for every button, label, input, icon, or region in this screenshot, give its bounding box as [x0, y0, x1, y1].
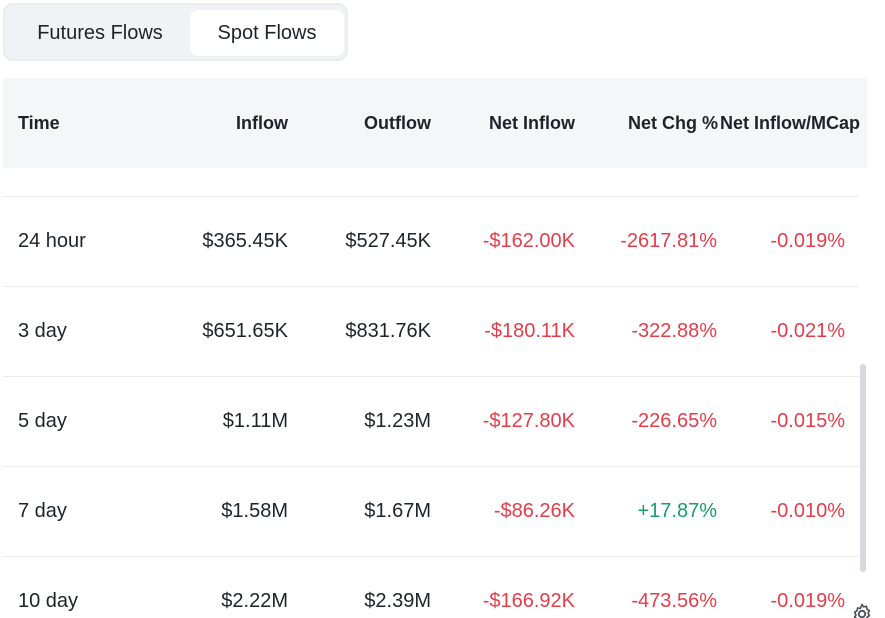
table-header: Time Inflow Outflow Net Inflow Net Chg %…	[3, 78, 867, 168]
cell-net-inflow: -$162.00K	[482, 230, 575, 252]
cell-inflow: $651.65K	[202, 320, 288, 342]
column-header-time[interactable]: Time	[18, 113, 60, 133]
row-divider	[3, 196, 859, 197]
tab-spot-flows[interactable]: Spot Flows	[190, 10, 344, 56]
cell-time: 7 day	[18, 500, 67, 522]
cell-time: 5 day	[18, 410, 67, 432]
cell-outflow: $1.67M	[364, 500, 431, 522]
table-row: 24 hour $365.45K $527.45K -$162.00K -261…	[3, 196, 859, 286]
cell-net-chg: -226.65%	[631, 410, 717, 432]
cell-outflow: $527.45K	[345, 230, 431, 252]
cell-net-inflow-mcap: -0.019%	[770, 230, 846, 252]
column-header-net-inflow[interactable]: Net Inflow	[489, 113, 575, 133]
cell-outflow: $1.23M	[364, 410, 431, 432]
table-row: 3 day $651.65K $831.76K -$180.11K -322.8…	[3, 286, 859, 376]
column-header-net-chg[interactable]: Net Chg %	[628, 113, 718, 133]
cell-net-inflow: -$127.80K	[482, 410, 575, 432]
gear-icon[interactable]	[850, 602, 874, 618]
row-divider	[3, 556, 859, 557]
cell-inflow: $365.45K	[202, 230, 288, 252]
row-divider	[3, 376, 859, 377]
cell-net-chg: +17.87%	[637, 500, 717, 522]
cell-net-inflow: -$86.26K	[493, 500, 575, 522]
cell-time: 10 day	[18, 590, 79, 612]
flow-type-tabs: Futures Flows Spot Flows	[3, 3, 348, 61]
tab-futures-flows[interactable]: Futures Flows	[37, 22, 163, 44]
column-header-inflow[interactable]: Inflow	[236, 113, 288, 133]
cell-net-chg: -322.88%	[631, 320, 717, 342]
cell-inflow: $1.58M	[221, 500, 288, 522]
column-header-net-inflow-mcap[interactable]: Net Inflow/MCap	[720, 113, 860, 133]
table-scrollbar[interactable]	[860, 364, 866, 572]
row-divider	[3, 286, 859, 287]
cell-net-inflow-mcap: -0.019%	[770, 590, 846, 612]
cell-net-inflow-mcap: -0.021%	[770, 320, 846, 342]
cell-inflow: $2.22M	[221, 590, 288, 612]
cell-outflow: $2.39M	[364, 590, 431, 612]
cell-net-inflow: -$180.11K	[484, 320, 575, 342]
cell-time: 3 day	[18, 320, 67, 342]
table-row: 5 day $1.11M $1.23M -$127.80K -226.65% -…	[3, 376, 859, 466]
cell-net-inflow-mcap: -0.015%	[770, 410, 846, 432]
cell-net-chg: -2617.81%	[620, 230, 717, 252]
cell-net-chg: -473.56%	[631, 590, 717, 612]
row-divider	[3, 466, 859, 467]
cell-outflow: $831.76K	[345, 320, 431, 342]
cell-net-inflow-mcap: -0.010%	[770, 500, 846, 522]
table-row: 7 day $1.58M $1.67M -$86.26K +17.87% -0.…	[3, 466, 859, 556]
table-row: 10 day $2.22M $2.39M -$166.92K -473.56% …	[3, 556, 859, 618]
cell-time: 24 hour	[18, 230, 86, 252]
cell-inflow: $1.11M	[222, 410, 288, 432]
cell-net-inflow: -$166.92K	[482, 590, 575, 612]
column-header-outflow[interactable]: Outflow	[364, 113, 431, 133]
